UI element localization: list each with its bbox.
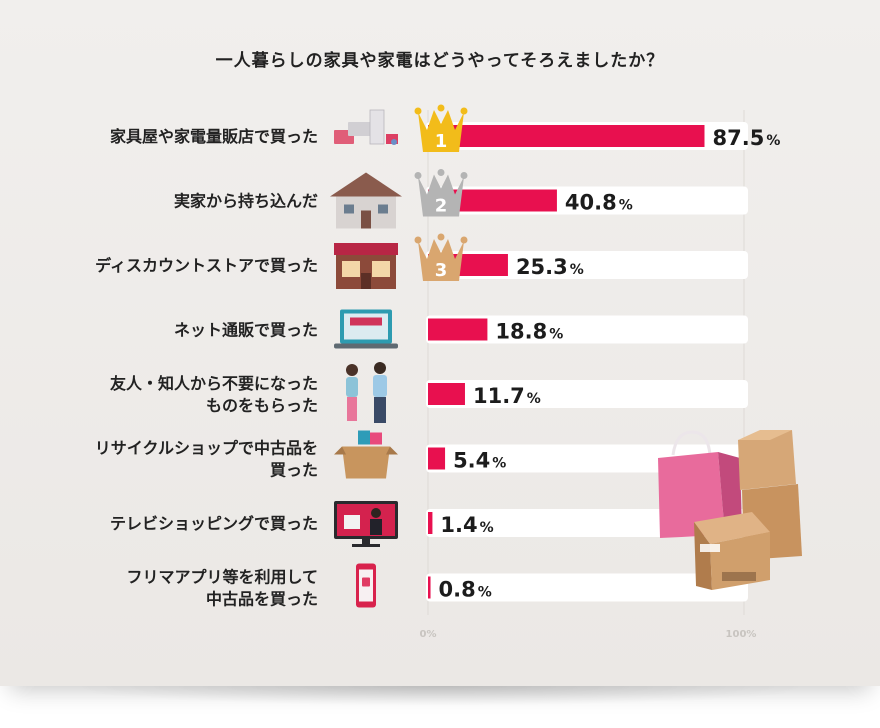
chart-title: 一人暮らしの家具や家電はどうやってそろえましたか？ (215, 51, 665, 71)
bar-row: 実家から持ち込んだ 40.8% (174, 172, 748, 229)
category-label: 家具屋や家電量販店で買った (110, 127, 318, 146)
bar-row: フリマアプリ等を利用して中古品を買った 0.8% (126, 563, 748, 609)
tick-label-0: 0% (420, 629, 437, 640)
bar-row: ネット通販で買った 18.8% (174, 309, 748, 349)
value-label: 11.7% (473, 384, 541, 408)
category-label: リサイクルショップで中古品を買った (95, 439, 318, 480)
category-label: ネット通販で買った (174, 321, 318, 340)
bar (428, 383, 465, 405)
cardboard-boxes-icon (694, 430, 802, 590)
shopping-bag-icon (658, 430, 742, 538)
bar (428, 447, 446, 470)
friends-people-icon (346, 362, 387, 423)
value-label: 5.4% (453, 449, 506, 473)
value-label: 40.8% (565, 191, 633, 215)
bar (428, 318, 488, 341)
category-label: テレビショッピングで買った (110, 514, 318, 533)
rank-number: 1 (435, 131, 448, 152)
category-label: 実家から持ち込んだ (174, 192, 318, 211)
secondhand-box-icon (334, 430, 398, 479)
bar (428, 512, 433, 534)
smartphone-app-icon (356, 563, 376, 608)
bar-track (426, 573, 748, 602)
tick-label-100: 100% (726, 629, 757, 640)
value-label: 25.3% (516, 255, 584, 279)
category-label: ディスカウントストアで買った (95, 256, 318, 275)
rank-number: 2 (435, 196, 448, 217)
bar-row: ディスカウントストアで買った 25.3% (95, 243, 748, 289)
bar-track (426, 380, 748, 408)
house-icon (330, 172, 402, 229)
bar-track (426, 315, 748, 344)
tv-shopping-icon (334, 501, 398, 547)
value-label: 18.8% (495, 320, 563, 344)
bar-row: 家具屋や家電量販店で買った 87.5% (110, 109, 781, 150)
bar (428, 125, 705, 147)
online-shop-laptop-icon (334, 309, 398, 349)
category-label: 友人・知人から不要になったものをもらった (110, 374, 318, 415)
appliances-icon (334, 109, 398, 145)
decoration (658, 430, 802, 590)
bar-row: リサイクルショップで中古品を買った 5.4% (95, 430, 748, 480)
gold-crown-icon: 1 (414, 104, 468, 152)
panel-shadow (60, 686, 820, 706)
bronze-crown-icon: 3 (414, 233, 468, 281)
bar-row: 友人・知人から不要になったものをもらった 11.7% (110, 362, 748, 423)
bar-row: テレビショッピングで買った 1.4% (110, 501, 748, 547)
bar (428, 576, 431, 599)
rank-number: 3 (435, 260, 448, 281)
value-label: 87.5% (713, 126, 781, 150)
value-label: 1.4% (440, 513, 493, 537)
shop-storefront-icon (334, 243, 398, 289)
silver-crown-icon: 2 (414, 169, 468, 217)
category-label: フリマアプリ等を利用して中古品を買った (126, 568, 318, 609)
value-label: 0.8% (439, 578, 492, 602)
